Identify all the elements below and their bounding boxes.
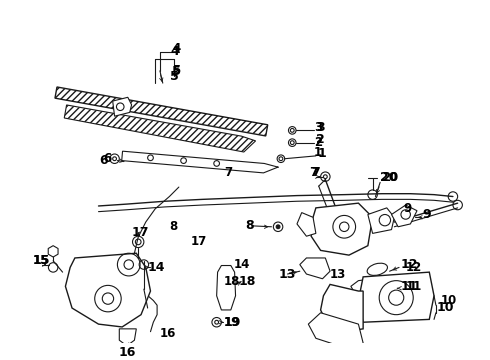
Text: 7: 7 — [224, 166, 232, 179]
Text: 4: 4 — [171, 45, 179, 58]
Text: 19: 19 — [223, 316, 240, 329]
Polygon shape — [113, 97, 132, 116]
Text: 2: 2 — [316, 133, 325, 146]
Text: 10: 10 — [437, 301, 454, 314]
Polygon shape — [320, 284, 363, 332]
Text: 4: 4 — [172, 42, 180, 55]
Text: 15: 15 — [32, 254, 49, 267]
Text: 16: 16 — [118, 346, 136, 359]
Text: 13: 13 — [278, 267, 295, 280]
Text: 17: 17 — [132, 226, 149, 239]
Polygon shape — [311, 203, 372, 255]
Text: 11: 11 — [401, 280, 418, 293]
Text: 8: 8 — [170, 220, 178, 233]
Polygon shape — [368, 208, 394, 233]
Text: 5: 5 — [172, 64, 180, 77]
Polygon shape — [308, 313, 363, 351]
Text: 20: 20 — [382, 171, 398, 184]
Text: 19: 19 — [223, 316, 241, 329]
Polygon shape — [55, 87, 268, 136]
Text: 12: 12 — [401, 258, 418, 271]
Polygon shape — [297, 213, 316, 236]
Polygon shape — [358, 272, 434, 322]
Text: 18: 18 — [238, 275, 256, 288]
Text: 14: 14 — [234, 258, 250, 271]
Text: 16: 16 — [160, 327, 176, 340]
Polygon shape — [217, 266, 236, 310]
Text: 9: 9 — [423, 208, 431, 221]
Text: 20: 20 — [380, 171, 398, 184]
Text: 14: 14 — [147, 261, 165, 274]
Polygon shape — [351, 277, 394, 300]
Text: 13: 13 — [330, 267, 346, 280]
Text: 18: 18 — [223, 275, 240, 288]
Circle shape — [276, 225, 280, 229]
Text: 5: 5 — [171, 70, 179, 83]
Text: 7: 7 — [309, 166, 318, 179]
Polygon shape — [64, 105, 256, 152]
Ellipse shape — [367, 263, 388, 275]
Text: 6: 6 — [99, 154, 108, 167]
Polygon shape — [119, 329, 136, 346]
Text: 17: 17 — [191, 235, 207, 248]
Text: 3: 3 — [316, 121, 324, 134]
Text: 9: 9 — [404, 202, 412, 215]
Text: 12: 12 — [406, 261, 422, 274]
Polygon shape — [300, 258, 330, 279]
Text: 5: 5 — [172, 65, 181, 78]
Polygon shape — [66, 253, 150, 327]
Text: 10: 10 — [441, 294, 457, 307]
Text: 1: 1 — [314, 145, 322, 159]
Text: 2: 2 — [314, 136, 322, 149]
Text: 11: 11 — [406, 280, 422, 293]
Text: 15: 15 — [32, 254, 50, 267]
Text: 8: 8 — [245, 219, 254, 232]
Text: 3: 3 — [314, 121, 322, 134]
Circle shape — [113, 157, 117, 161]
Polygon shape — [122, 151, 278, 173]
Polygon shape — [392, 205, 417, 227]
Polygon shape — [48, 246, 58, 257]
Text: 1: 1 — [318, 147, 326, 159]
Text: 7: 7 — [311, 166, 320, 179]
Text: 6: 6 — [103, 152, 112, 165]
